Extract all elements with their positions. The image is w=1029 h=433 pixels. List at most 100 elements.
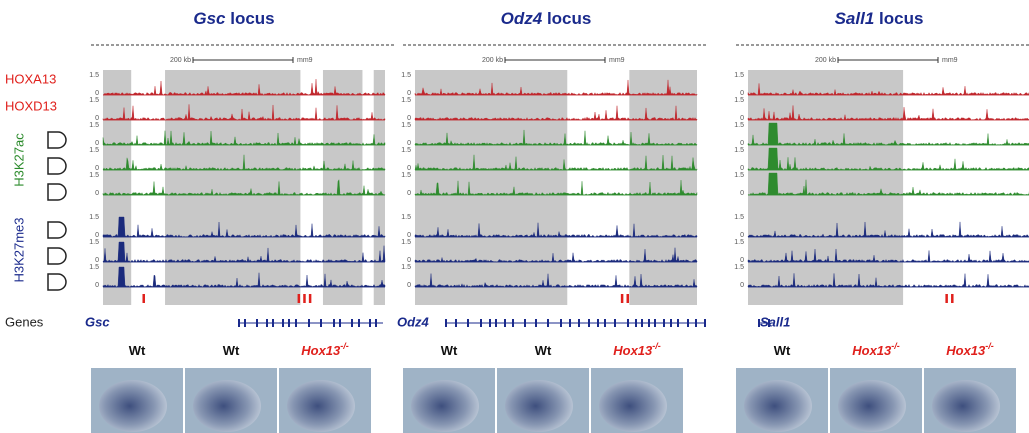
track-tick: 1.5 [734, 122, 744, 129]
row-label: H3K27me3 [11, 217, 26, 282]
track-tick: 1.5 [734, 97, 744, 104]
track-tick: 1.5 [89, 264, 99, 271]
scale-label: 200 kb [482, 57, 503, 64]
track-tick: 0 [407, 232, 411, 239]
genotype-label: Hox13-/- [613, 341, 661, 358]
exon [445, 319, 447, 327]
track-tick: 1.5 [734, 239, 744, 246]
track-tick: 0 [740, 90, 744, 97]
exon [351, 319, 353, 327]
exon [635, 319, 637, 327]
signal-track [102, 130, 386, 146]
region [322, 70, 363, 305]
exon [535, 319, 537, 327]
region-mark [620, 294, 624, 303]
region [165, 70, 301, 305]
region [373, 70, 385, 305]
track-tick: 1.5 [89, 239, 99, 246]
exon [704, 319, 706, 327]
genotype-name: Hox13 [301, 343, 341, 358]
genotype-label: Wt [535, 343, 552, 358]
track-tick: 0 [407, 115, 411, 122]
genotype-label: Hox13-/- [946, 341, 994, 358]
title-suffix: locus [879, 9, 923, 28]
track-tick: 0 [95, 115, 99, 122]
title-gene: Sall1 [835, 9, 875, 28]
row-label: HOXD13 [5, 98, 57, 113]
exon [569, 319, 571, 327]
exon [695, 319, 697, 327]
exon [677, 319, 679, 327]
embryo-image [744, 380, 812, 432]
exon [578, 319, 580, 327]
exon [244, 319, 246, 327]
signal-track [102, 241, 386, 263]
exon [588, 319, 590, 327]
embryo-image [838, 380, 906, 432]
gene-label: Gsc [85, 314, 110, 329]
signal-track [747, 248, 1029, 263]
track-tick: 1.5 [401, 239, 411, 246]
genotype-name: Wt [441, 343, 458, 358]
genotype-label: Wt [129, 343, 146, 358]
exon [504, 319, 506, 327]
gene-label: Odz4 [397, 314, 430, 329]
genotype-name: Wt [535, 343, 552, 358]
genotype-label: Wt [223, 343, 240, 358]
exon [768, 319, 770, 327]
assembly-label: mm9 [609, 57, 625, 64]
embryo-image [99, 380, 167, 432]
track-tick: 0 [740, 232, 744, 239]
track-tick: 1.5 [401, 72, 411, 79]
scale-label: 200 kb [170, 57, 191, 64]
genotype-sup: -/- [652, 341, 661, 351]
exon [467, 319, 469, 327]
embryo-image [505, 380, 573, 432]
exon [560, 319, 562, 327]
track-tick: 0 [407, 190, 411, 197]
track-tick: 0 [740, 140, 744, 147]
exon [238, 319, 240, 327]
exon [641, 319, 643, 327]
signal-track [414, 129, 698, 146]
genotype-name: Wt [223, 343, 240, 358]
track-tick: 1.5 [401, 122, 411, 129]
exon [495, 319, 497, 327]
track-tick: 0 [740, 165, 744, 172]
track-tick: 0 [740, 282, 744, 289]
exon [308, 319, 310, 327]
genotype-name: Hox13 [946, 343, 986, 358]
track-tick: 0 [95, 140, 99, 147]
track-tick: 0 [95, 257, 99, 264]
exon [547, 319, 549, 327]
genotype-sup: -/- [985, 341, 994, 351]
track-tick: 1.5 [734, 147, 744, 154]
title-gene: Gsc [193, 9, 226, 28]
track-tick: 1.5 [734, 264, 744, 271]
track-tick: 1.5 [89, 214, 99, 221]
genotype-label: Hox13-/- [301, 341, 349, 358]
genotype-sup: -/- [340, 341, 349, 351]
track-tick: 1.5 [401, 264, 411, 271]
region [415, 70, 568, 305]
exon [333, 319, 335, 327]
row-label: HOXA13 [5, 71, 56, 86]
embryo-image [287, 380, 355, 432]
signal-track [747, 122, 1029, 146]
assembly-label: mm9 [297, 57, 313, 64]
exon [266, 319, 268, 327]
region [629, 70, 697, 305]
genotype-label: Wt [774, 343, 791, 358]
signal-track [414, 273, 698, 288]
region-mark [626, 294, 629, 303]
exon [604, 319, 606, 327]
panel-title: Sall1 locus [835, 9, 924, 28]
region-mark [951, 294, 954, 303]
track-tick: 1.5 [89, 97, 99, 104]
track-tick: 1.5 [401, 97, 411, 104]
genotype-name: Wt [774, 343, 791, 358]
region-mark [945, 294, 948, 303]
track-tick: 0 [95, 165, 99, 172]
exon [627, 319, 629, 327]
